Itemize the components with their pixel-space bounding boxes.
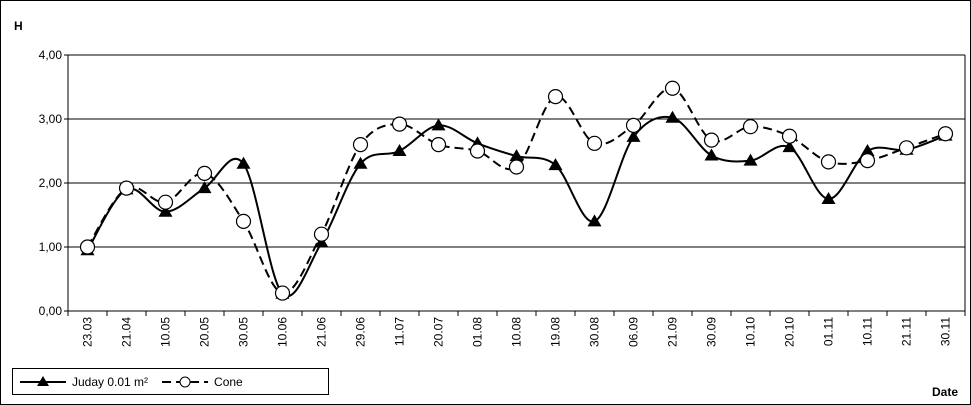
marker-circle — [703, 132, 720, 148]
marker-triangle — [821, 192, 836, 204]
marker-circle — [664, 80, 681, 96]
x-tick-label: 30.05 — [237, 317, 251, 347]
marker-circle — [625, 117, 642, 134]
x-tick-label: 30.11 — [939, 317, 953, 346]
x-tick-label: 10.05 — [159, 317, 173, 347]
x-tick-label: 21.04 — [120, 317, 134, 347]
legend-marker — [179, 376, 191, 388]
marker-triangle — [353, 156, 368, 169]
marker-triangle — [548, 158, 563, 171]
marker-triangle — [860, 144, 875, 156]
marker-triangle — [158, 204, 173, 217]
y-tick-label: 1,00 — [39, 240, 63, 254]
marker-triangle — [782, 140, 797, 153]
y-axis-label: H — [14, 19, 23, 33]
x-tick-label: 10.08 — [510, 317, 524, 347]
marker-circle — [313, 226, 330, 242]
marker-triangle — [236, 156, 251, 169]
marker-circle — [820, 154, 837, 170]
x-tick-label: 01.08 — [471, 317, 485, 347]
x-tick-label: 30.08 — [588, 317, 602, 347]
marker-circle — [79, 239, 96, 255]
marker-circle — [859, 153, 876, 169]
marker-triangle — [665, 110, 680, 123]
marker-circle — [430, 137, 447, 153]
x-tick-label: 10.11 — [861, 317, 875, 346]
legend: Juday 0.01 m² Cone — [12, 368, 329, 395]
marker-circle — [547, 88, 564, 105]
marker-triangle — [704, 148, 719, 161]
x-tick-label: 30.09 — [705, 317, 719, 347]
marker-circle — [937, 126, 954, 142]
x-tick-label: 19.08 — [549, 317, 563, 347]
x-tick-label: 23.03 — [81, 317, 95, 347]
marker-triangle — [431, 118, 446, 131]
x-tick-label: 11.07 — [393, 317, 407, 346]
marker-triangle — [743, 153, 758, 166]
x-tick-label: 01.11 — [822, 317, 836, 346]
marker-circle — [157, 194, 174, 210]
marker-circle — [742, 119, 759, 135]
marker-circle — [391, 116, 408, 132]
marker-triangle — [197, 181, 212, 194]
x-tick-label: 06.09 — [627, 317, 641, 347]
marker-circle — [196, 165, 213, 181]
x-tick-label: 20.05 — [198, 317, 212, 347]
x-tick-label: 20.07 — [432, 317, 446, 347]
marker-circle — [274, 285, 291, 301]
marker-triangle — [392, 144, 407, 156]
marker-circle — [508, 159, 525, 175]
marker-circle — [235, 213, 252, 229]
marker-triangle — [509, 149, 524, 162]
x-tick-label: 10.06 — [276, 317, 290, 347]
legend-label: Juday 0.01 m² — [72, 375, 148, 389]
marker-circle — [898, 140, 915, 156]
marker-circle — [586, 135, 603, 151]
marker-triangle — [626, 129, 641, 142]
legend-label: Cone — [214, 375, 243, 389]
x-tick-label: 21.11 — [900, 317, 914, 346]
x-axis-label: Date — [932, 385, 958, 399]
x-tick-label: 21.06 — [315, 317, 329, 347]
x-tick-label: 21.09 — [666, 317, 680, 347]
y-tick-label: 4,00 — [39, 48, 63, 62]
marker-circle — [781, 128, 798, 144]
legend-marker — [37, 376, 49, 386]
y-tick-label: 3,00 — [39, 112, 63, 126]
y-tick-label: 0,00 — [39, 304, 63, 318]
series-line — [86, 115, 946, 298]
y-tick-label: 2,00 — [39, 176, 63, 190]
marker-circle — [118, 180, 135, 196]
x-tick-label: 20.10 — [783, 317, 797, 347]
marker-triangle — [587, 214, 602, 227]
x-tick-label: 29.06 — [354, 317, 368, 347]
marker-circle — [469, 143, 486, 159]
marker-circle — [352, 137, 369, 153]
x-tick-label: 10.10 — [744, 317, 758, 347]
